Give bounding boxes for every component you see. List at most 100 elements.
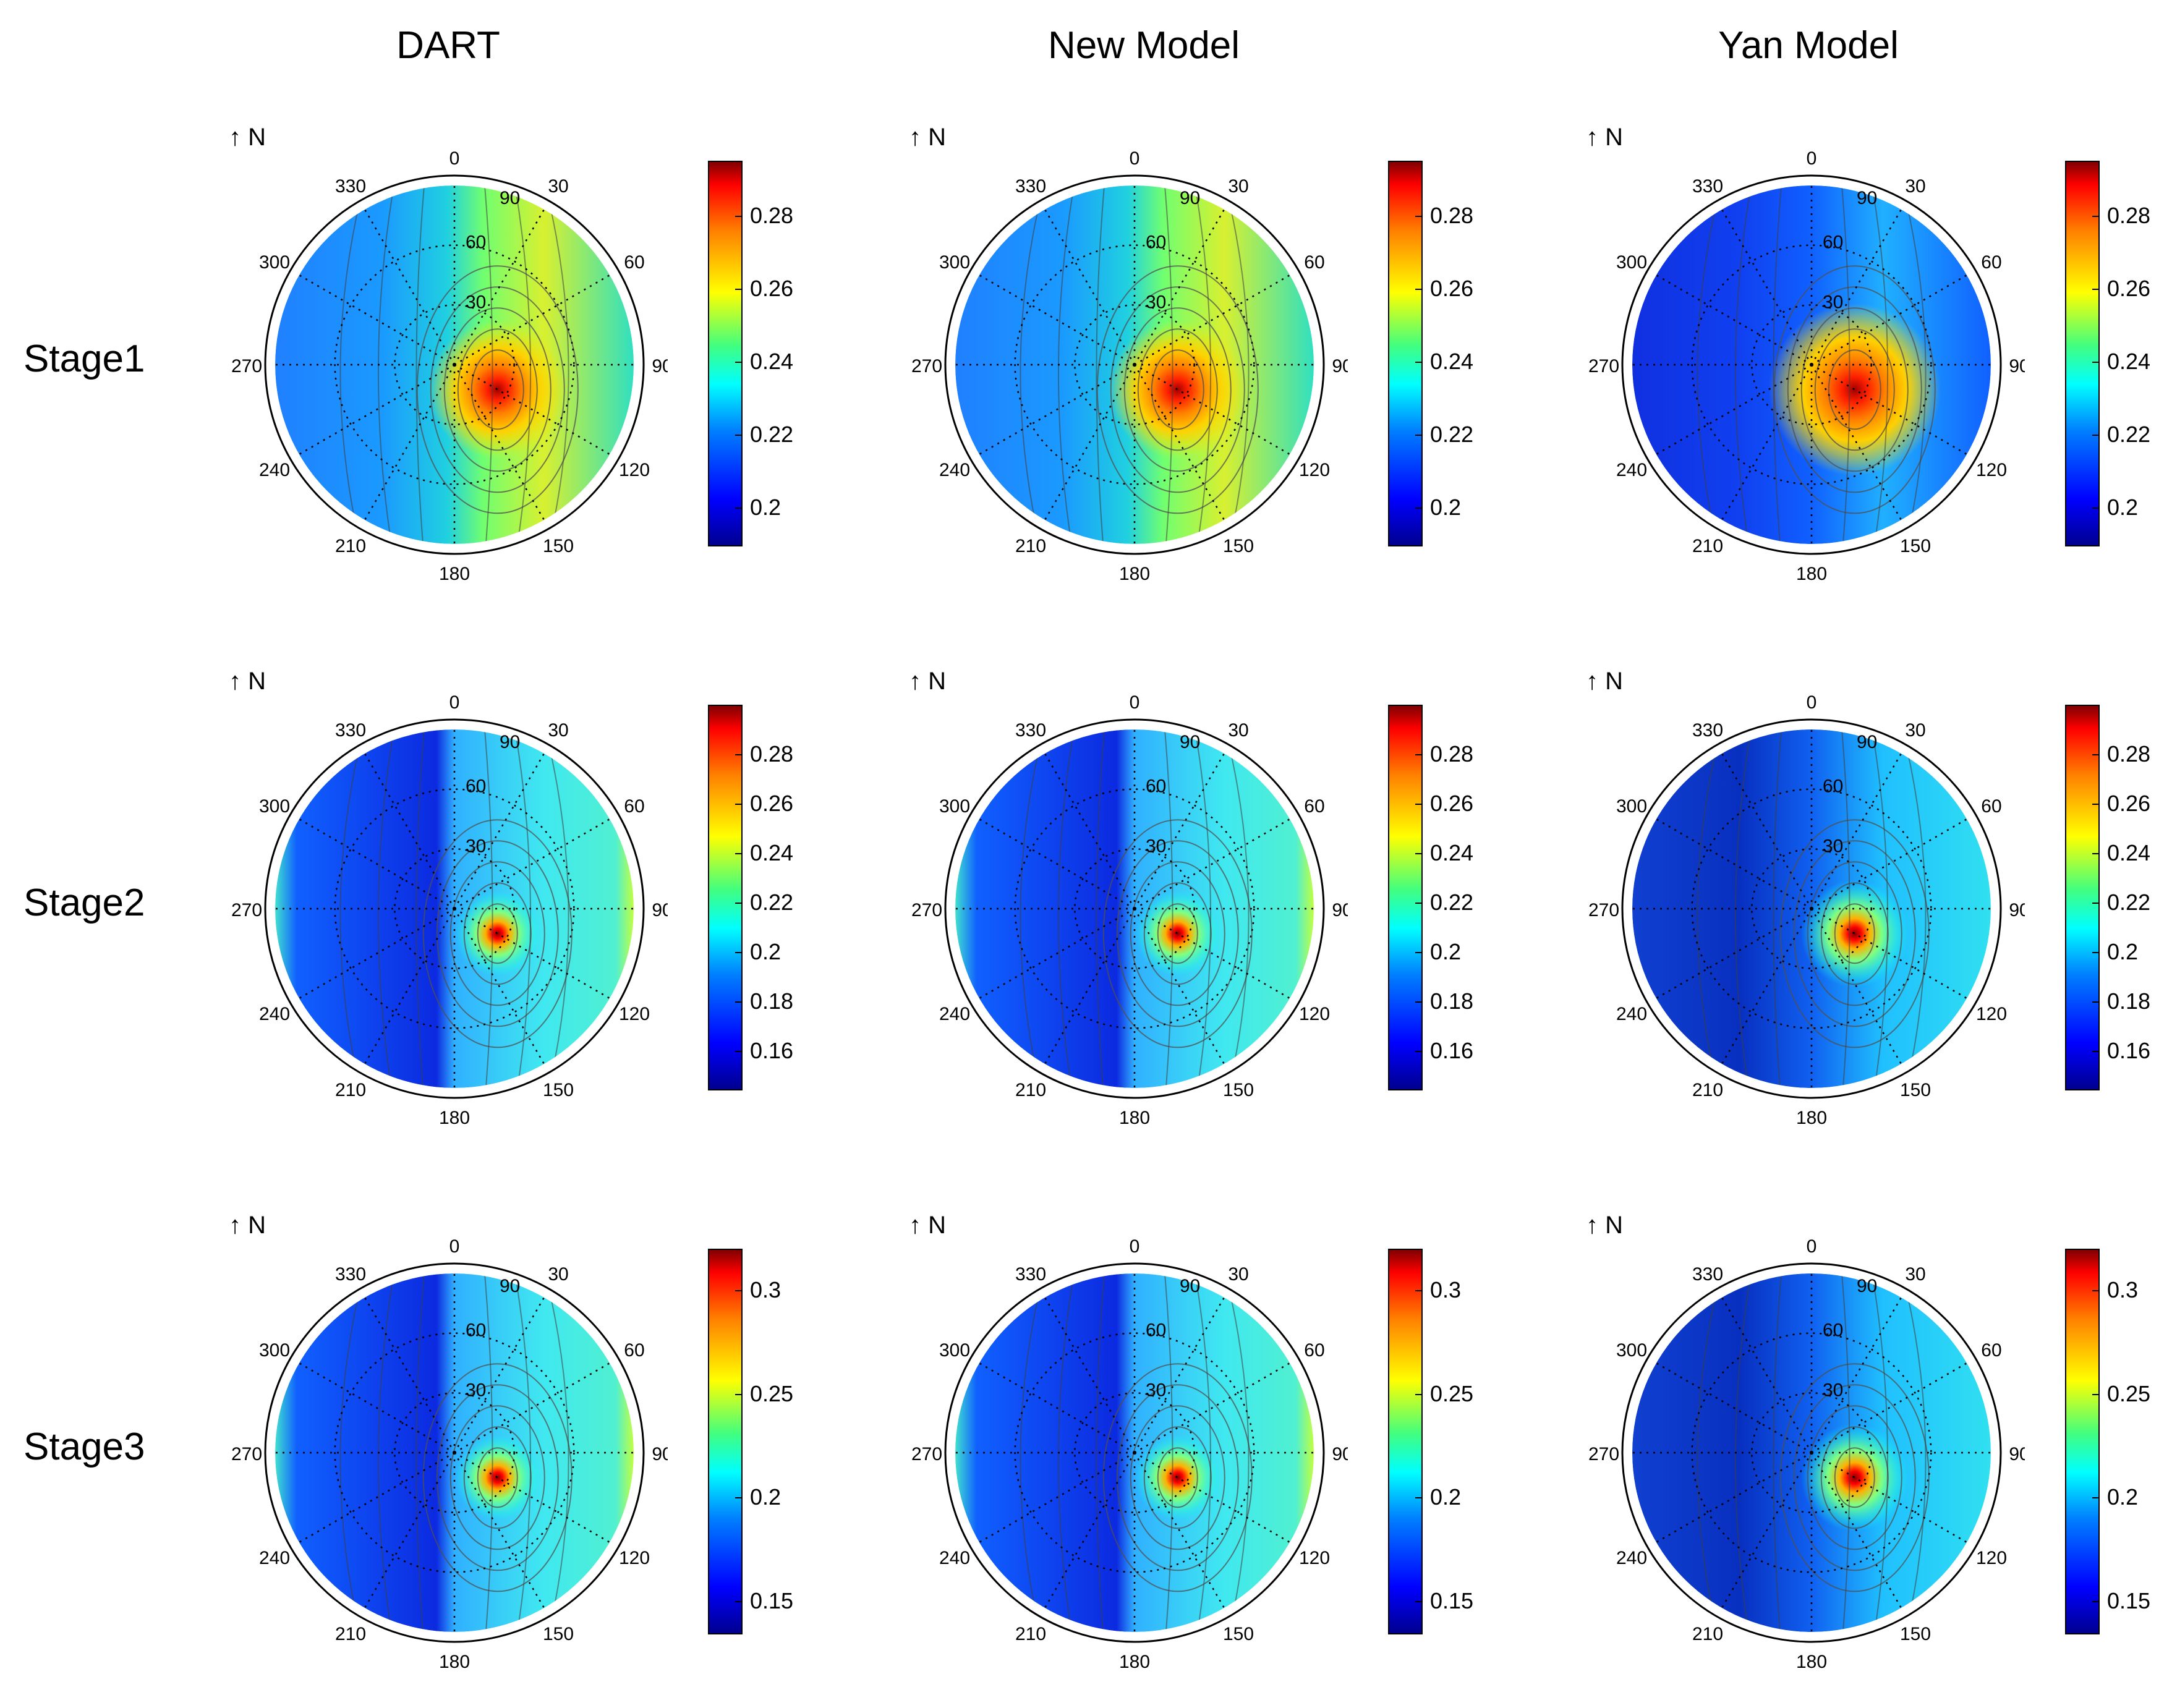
colorbar-gradient: [708, 705, 743, 1090]
colorbar-tick-label: 0.15: [2107, 1587, 2151, 1613]
colorbar-tick: [1415, 288, 1421, 290]
contour-line: [1902, 729, 1927, 1088]
azimuth-grid-spoke: [1721, 1452, 1813, 1608]
zenith-label: 60: [1146, 232, 1166, 253]
azimuth-label: 30: [1905, 176, 1925, 197]
contour-line: [1137, 328, 1218, 451]
colorbar-tick: [1415, 1600, 1421, 1602]
polar-plot-stage3-dart: ↑ N 0 30 60 90 120 150 180 210 240 270 300 330 30 60 90: [216, 1212, 668, 1694]
contour-line: [443, 307, 552, 472]
contour-line: [545, 1273, 569, 1632]
azimuth-label: 0: [1130, 1236, 1140, 1257]
azimuth-label: 270: [911, 900, 942, 920]
polar-plot-stage3-yan-model: ↑ N 0 30 60 90 120 150 180 210 240 270 300 330 30 60 90: [1574, 1212, 2025, 1694]
contour-line: [1130, 1405, 1225, 1550]
azimuth-grid-spoke: [1721, 753, 1813, 909]
contour-line: [1793, 1384, 1916, 1571]
azimuth-grid-spoke: [1044, 1297, 1136, 1453]
azimuth-grid-spoke: [1656, 274, 1812, 366]
azimuth-grid-spoke: [453, 364, 545, 520]
zenith-grid-ring: [1074, 304, 1195, 425]
zenith-label: 60: [1146, 776, 1166, 797]
polar-plot-stage2-dart: ↑ N 0 30 60 90 120 150 180 210 240 270 300 330 30 60 90: [216, 668, 668, 1150]
azimuth-label: 180: [439, 564, 470, 584]
azimuth-label: 60: [1304, 1340, 1324, 1361]
colorbar-tick: [1415, 434, 1421, 436]
north-arrow-label: ↑ N: [909, 1212, 946, 1239]
contour-line: [477, 1447, 518, 1508]
azimuth-label: 60: [624, 1340, 644, 1361]
azimuth-label: 270: [231, 1444, 262, 1464]
colorbar: 0.16 0.18 0.2 0.22 0.24 0.26 0.28: [2065, 705, 2170, 1100]
colorbar: 0.16 0.18 0.2 0.22 0.24 0.26 0.28: [708, 705, 813, 1100]
contour-line: [1157, 1447, 1198, 1508]
azimuth-label: 330: [335, 720, 366, 741]
azimuth-grid-spoke: [1811, 1451, 1967, 1544]
contour-line: [484, 1273, 493, 1632]
colorbar-tick-label: 0.3: [2107, 1277, 2139, 1303]
azimuth-grid-spoke: [1810, 364, 1902, 520]
contour-line: [339, 1273, 364, 1632]
contour-line: [484, 185, 493, 544]
colorbar-tick: [735, 804, 741, 805]
azimuth-label: 180: [1796, 1108, 1827, 1128]
colorbar-gradient: [1388, 1249, 1423, 1634]
azimuth-label: 0: [449, 148, 460, 169]
colorbar-tick: [1415, 1051, 1421, 1052]
colorbar-tick: [735, 1051, 741, 1052]
contour-line: [1902, 1273, 1927, 1632]
colorbar-tick-label: 0.15: [1430, 1587, 1474, 1613]
azimuth-grid-spoke: [364, 364, 456, 520]
contour-line: [1800, 307, 1909, 472]
contour-line: [422, 819, 573, 1048]
azimuth-label: 270: [231, 356, 262, 376]
colorbar-tick-label: 0.24: [1430, 840, 1474, 865]
row-title-stage2: Stage2: [23, 882, 145, 924]
colorbar-tick: [2092, 1001, 2098, 1003]
azimuth-grid-spoke: [1044, 364, 1136, 520]
azimuth-grid-spoke: [364, 1297, 456, 1453]
azimuth-label: 150: [1223, 1080, 1254, 1100]
contour-line: [1697, 185, 1721, 544]
azimuth-grid-spoke: [1044, 908, 1136, 1064]
colorbar-tick: [2092, 1051, 2098, 1052]
azimuth-grid-spoke: [1134, 274, 1290, 366]
colorbar-tick-label: 0.25: [750, 1380, 794, 1406]
zenith-grid-ring: [394, 848, 515, 969]
colorbar-tick-label: 0.26: [1430, 275, 1474, 301]
contour-line: [1151, 349, 1204, 430]
outer-ring: [944, 174, 1325, 555]
azimuth-grid-spoke: [1810, 1297, 1902, 1453]
contour-line: [1096, 185, 1105, 544]
azimuth-grid-spoke: [979, 274, 1135, 366]
azimuth-label: 330: [1015, 1264, 1046, 1285]
zenith-label: 30: [1146, 836, 1166, 856]
colorbar-tick-label: 0.22: [2107, 890, 2151, 915]
polar-svg: 0 30 60 90 120 150 180 210 240 270 300 330 30 60 90: [1588, 148, 2025, 584]
contour-line: [1020, 729, 1044, 1088]
colorbar-tick-label: 0.22: [2107, 421, 2151, 447]
azimuth-grid-spoke: [299, 907, 455, 1000]
colorbar-gradient: [708, 1249, 743, 1634]
polar-svg: 0 30 60 90 120 150 180 210 240 270 300 330 30 60 90: [1588, 1236, 2025, 1672]
column-title-dart: DART: [396, 24, 500, 67]
azimuth-label: 300: [1616, 1340, 1647, 1361]
outer-ring: [944, 1262, 1325, 1643]
zenith-label: 30: [1146, 1380, 1166, 1400]
colorbar-tick: [2092, 507, 2098, 509]
azimuth-label: 60: [1304, 796, 1324, 817]
azimuth-label: 300: [1616, 796, 1647, 817]
azimuth-grid-spoke: [1133, 364, 1225, 520]
contour-line: [1020, 185, 1044, 544]
azimuth-label: 240: [1616, 1004, 1647, 1024]
azimuth-label: 30: [548, 176, 568, 197]
azimuth-grid-spoke: [1810, 1452, 1902, 1608]
colorbar-tick-label: 0.2: [2107, 939, 2139, 964]
azimuth-grid-spoke: [979, 907, 1135, 1000]
azimuth-label: 180: [439, 1108, 470, 1128]
colorbar-tick-label: 0.24: [750, 840, 794, 865]
azimuth-label: 60: [1304, 252, 1324, 273]
azimuth-grid-spoke: [299, 363, 455, 456]
colorbar-tick-label: 0.2: [2107, 494, 2139, 520]
azimuth-label: 60: [1981, 1340, 2001, 1361]
